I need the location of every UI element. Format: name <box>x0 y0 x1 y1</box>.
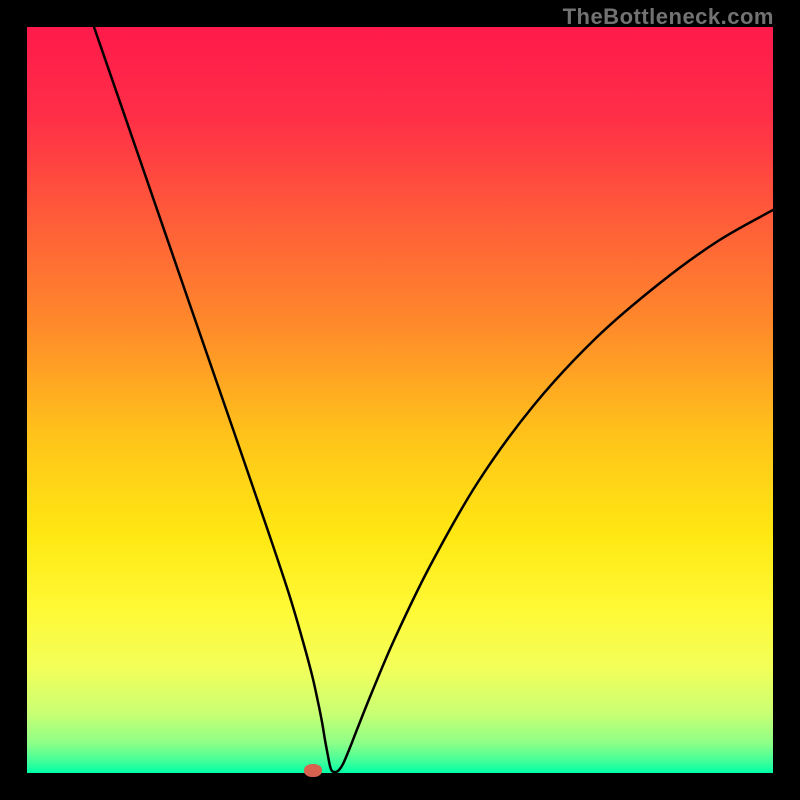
minimum-marker <box>304 764 322 777</box>
watermark-text: TheBottleneck.com <box>563 4 774 30</box>
page-root: TheBottleneck.com <box>0 0 800 800</box>
plot-area <box>27 27 773 773</box>
bottleneck-curve <box>27 27 773 773</box>
